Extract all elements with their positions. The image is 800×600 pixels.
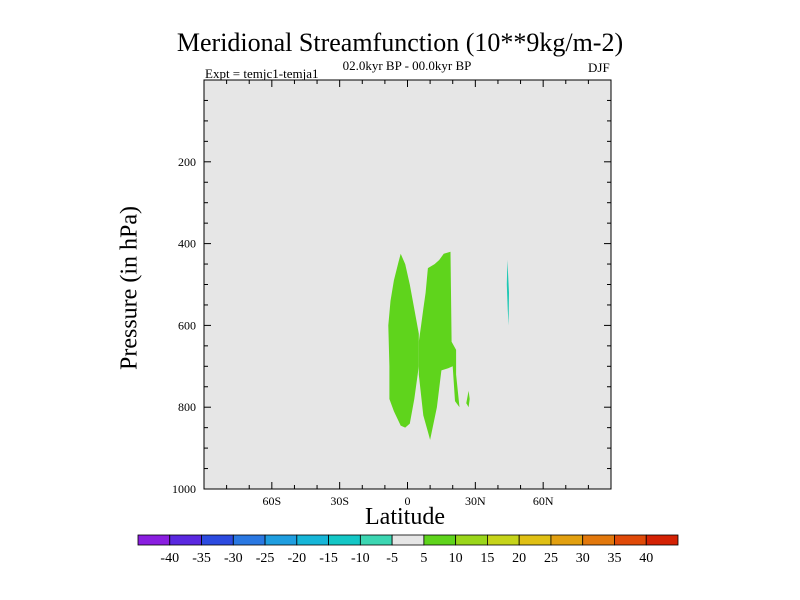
colorbar-label: -25 — [256, 551, 275, 566]
colorbar-label: -10 — [351, 551, 370, 566]
colorbar-swatch — [518, 534, 552, 546]
y-tick-label: 1000 — [172, 482, 196, 496]
x-tick-label: 30S — [330, 494, 349, 508]
colorbar-swatch — [550, 534, 584, 546]
colorbar-label: 10 — [449, 551, 463, 566]
colorbar-label: -30 — [224, 551, 243, 566]
colorbar-swatch — [582, 534, 615, 546]
x-axis-label: Latitude — [365, 504, 445, 530]
colorbar-label: -20 — [287, 551, 306, 566]
colorbar-swatch — [391, 534, 425, 546]
positive-cell-south — [388, 253, 419, 428]
y-tick-label: 800 — [178, 400, 196, 414]
negative-sliver — [506, 260, 509, 326]
x-tick-label: 30N — [465, 494, 486, 508]
colorbar-swatch — [423, 534, 457, 546]
positive-small-patch — [466, 390, 470, 408]
colorbar-label: -5 — [386, 551, 398, 566]
y-tick-label: 400 — [178, 237, 196, 251]
x-tick-label: 60S — [262, 494, 281, 508]
colorbar-label: -40 — [160, 551, 179, 566]
chart-title: Meridional Streamfunction (10**9kg/m-2) — [176, 28, 624, 57]
colorbar-swatch — [359, 534, 393, 546]
colorbar-label: 15 — [480, 551, 494, 566]
chart-subtitle-season: DJF — [588, 60, 610, 75]
colorbar-swatch — [614, 534, 647, 546]
colorbar-swatch — [645, 534, 679, 546]
colorbar-swatch — [201, 534, 234, 546]
colorbar-label: 35 — [607, 551, 621, 566]
colorbar-label: 25 — [544, 551, 558, 566]
colorbar-label: 40 — [639, 551, 653, 566]
colorbar-label: -35 — [192, 551, 211, 566]
colorbar-swatch — [232, 534, 266, 546]
colorbar-swatch — [264, 534, 298, 546]
colorbar-swatch — [328, 534, 361, 546]
chart-subtitle-period: 02.0kyr BP - 00.0kyr BP — [342, 58, 472, 73]
colorbar-label: -15 — [319, 551, 338, 566]
x-tick-label: 60N — [533, 494, 554, 508]
y-tick-label: 200 — [178, 155, 196, 169]
x-tick-label: 0 — [405, 494, 411, 508]
colorbar-label: 20 — [512, 551, 526, 566]
chart-subtitle-experiment: Expt = temjc1-temja1 — [205, 66, 319, 81]
colorbar-swatch — [455, 534, 488, 546]
colorbar-swatch — [296, 534, 329, 546]
colorbar-swatch — [487, 534, 520, 546]
y-tick-label: 600 — [178, 318, 196, 332]
colorbar-swatch — [169, 534, 202, 546]
positive-cell-north — [418, 251, 460, 440]
colorbar-label: 30 — [576, 551, 590, 566]
colorbar-label: 5 — [420, 551, 427, 566]
colorbar-swatch — [137, 534, 171, 546]
